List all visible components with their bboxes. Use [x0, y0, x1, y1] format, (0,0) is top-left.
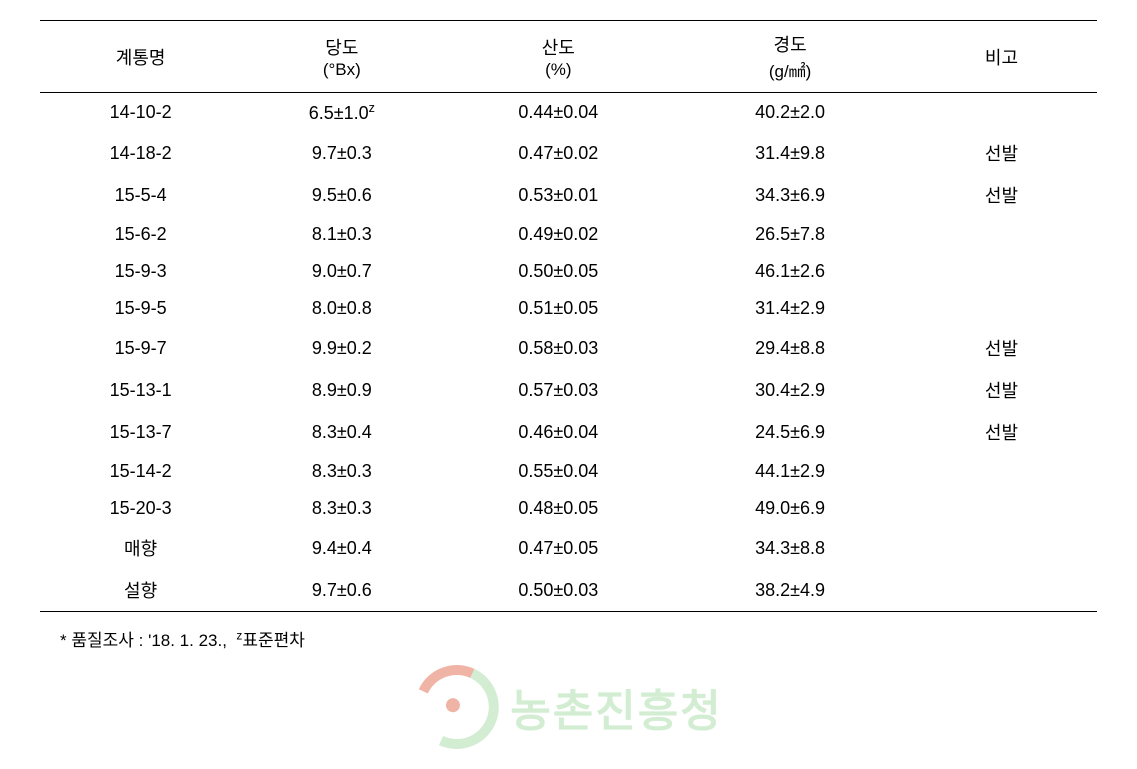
cell-line: 15-5-4: [40, 174, 241, 216]
cell-line: 15-6-2: [40, 216, 241, 253]
cell-line: 15-13-1: [40, 369, 241, 411]
cell-acid: 0.48±0.05: [442, 490, 674, 527]
cell-firm: 29.4±8.8: [674, 327, 906, 369]
cell-line: 15-13-7: [40, 411, 241, 453]
cell-note: 선발: [906, 132, 1097, 174]
table-row: 15-5-49.5±0.60.53±0.0134.3±6.9선발: [40, 174, 1097, 216]
header-note-label: 비고: [985, 48, 1018, 68]
cell-acid: 0.46±0.04: [442, 411, 674, 453]
header-acid: 산도 (%): [442, 21, 674, 93]
table-row: 15-9-39.0±0.70.50±0.0546.1±2.6: [40, 253, 1097, 290]
cell-firm: 24.5±6.9: [674, 411, 906, 453]
cell-note: 선발: [906, 369, 1097, 411]
cell-note: [906, 253, 1097, 290]
cell-line: 15-9-3: [40, 253, 241, 290]
header-line-label: 계통명: [116, 48, 166, 68]
cell-acid: 0.47±0.05: [442, 527, 674, 569]
data-table: 계통명 당도 (°Bx) 산도 (%) 경도 (g/㎟) 비고 14-10-26…: [40, 20, 1097, 612]
cell-note: [906, 93, 1097, 133]
watermark: 농촌진흥청: [414, 665, 722, 749]
header-firm-label: 경도: [774, 35, 807, 55]
table-row: 15-9-58.0±0.80.51±0.0531.4±2.9: [40, 290, 1097, 327]
cell-firm: 31.4±2.9: [674, 290, 906, 327]
cell-acid: 0.51±0.05: [442, 290, 674, 327]
header-acid-label: 산도: [542, 38, 575, 58]
cell-sugar: 8.0±0.8: [241, 290, 442, 327]
cell-acid: 0.44±0.04: [442, 93, 674, 133]
table-row: 15-6-28.1±0.30.49±0.0226.5±7.8: [40, 216, 1097, 253]
table-row: 15-20-38.3±0.30.48±0.0549.0±6.9: [40, 490, 1097, 527]
cell-sugar: 9.5±0.6: [241, 174, 442, 216]
cell-sugar: 9.9±0.2: [241, 327, 442, 369]
cell-firm: 26.5±7.8: [674, 216, 906, 253]
cell-line: 15-20-3: [40, 490, 241, 527]
cell-sugar: 9.4±0.4: [241, 527, 442, 569]
cell-firm: 46.1±2.6: [674, 253, 906, 290]
cell-acid: 0.50±0.03: [442, 569, 674, 612]
cell-firm: 30.4±2.9: [674, 369, 906, 411]
cell-acid: 0.57±0.03: [442, 369, 674, 411]
cell-sugar: 8.1±0.3: [241, 216, 442, 253]
header-firm-unit: (g/㎟): [678, 57, 902, 82]
cell-line: 15-9-7: [40, 327, 241, 369]
cell-sugar: 6.5±1.0z: [241, 93, 442, 133]
cell-acid: 0.55±0.04: [442, 453, 674, 490]
cell-line: 설향: [40, 569, 241, 612]
cell-firm: 38.2±4.9: [674, 569, 906, 612]
cell-sugar: 9.7±0.3: [241, 132, 442, 174]
header-acid-unit: (%): [446, 60, 670, 80]
watermark-text: 농촌진흥청: [510, 675, 722, 739]
cell-note: 선발: [906, 327, 1097, 369]
cell-acid: 0.53±0.01: [442, 174, 674, 216]
table-row: 15-13-78.3±0.40.46±0.0424.5±6.9선발: [40, 411, 1097, 453]
header-sugar-unit: (°Bx): [245, 60, 438, 80]
header-sugar: 당도 (°Bx): [241, 21, 442, 93]
cell-line: 15-14-2: [40, 453, 241, 490]
cell-acid: 0.50±0.05: [442, 253, 674, 290]
watermark-logo-icon: [402, 653, 510, 761]
cell-note: [906, 569, 1097, 612]
cell-line: 14-18-2: [40, 132, 241, 174]
cell-note: [906, 290, 1097, 327]
cell-sugar: 8.3±0.3: [241, 453, 442, 490]
cell-note: 선발: [906, 174, 1097, 216]
cell-firm: 34.3±6.9: [674, 174, 906, 216]
cell-acid: 0.58±0.03: [442, 327, 674, 369]
table-header-row: 계통명 당도 (°Bx) 산도 (%) 경도 (g/㎟) 비고: [40, 21, 1097, 93]
cell-sugar: 9.0±0.7: [241, 253, 442, 290]
cell-sugar: 8.3±0.4: [241, 411, 442, 453]
cell-line: 15-9-5: [40, 290, 241, 327]
cell-sugar: 8.9±0.9: [241, 369, 442, 411]
cell-line: 14-10-2: [40, 93, 241, 133]
cell-note: 선발: [906, 411, 1097, 453]
table-body: 14-10-26.5±1.0z0.44±0.0440.2±2.014-18-29…: [40, 93, 1097, 612]
cell-firm: 49.0±6.9: [674, 490, 906, 527]
cell-firm: 40.2±2.0: [674, 93, 906, 133]
cell-note: [906, 527, 1097, 569]
cell-firm: 31.4±9.8: [674, 132, 906, 174]
cell-acid: 0.49±0.02: [442, 216, 674, 253]
cell-note: [906, 453, 1097, 490]
table-row: 14-10-26.5±1.0z0.44±0.0440.2±2.0: [40, 93, 1097, 133]
table-row: 15-13-18.9±0.90.57±0.0330.4±2.9선발: [40, 369, 1097, 411]
table-row: 15-14-28.3±0.30.55±0.0444.1±2.9: [40, 453, 1097, 490]
cell-firm: 44.1±2.9: [674, 453, 906, 490]
table-row: 설향9.7±0.60.50±0.0338.2±4.9: [40, 569, 1097, 612]
header-note: 비고: [906, 21, 1097, 93]
header-firm: 경도 (g/㎟): [674, 21, 906, 93]
cell-note: [906, 490, 1097, 527]
table-row: 매향9.4±0.40.47±0.0534.3±8.8: [40, 527, 1097, 569]
cell-sugar: 9.7±0.6: [241, 569, 442, 612]
cell-line: 매향: [40, 527, 241, 569]
table-row: 15-9-79.9±0.20.58±0.0329.4±8.8선발: [40, 327, 1097, 369]
table-row: 14-18-29.7±0.30.47±0.0231.4±9.8선발: [40, 132, 1097, 174]
header-sugar-label: 당도: [325, 38, 358, 58]
cell-acid: 0.47±0.02: [442, 132, 674, 174]
footnote: * 품질조사 : '18. 1. 23., z표준편차: [60, 626, 1097, 651]
cell-firm: 34.3±8.8: [674, 527, 906, 569]
cell-note: [906, 216, 1097, 253]
cell-sugar: 8.3±0.3: [241, 490, 442, 527]
header-line: 계통명: [40, 21, 241, 93]
